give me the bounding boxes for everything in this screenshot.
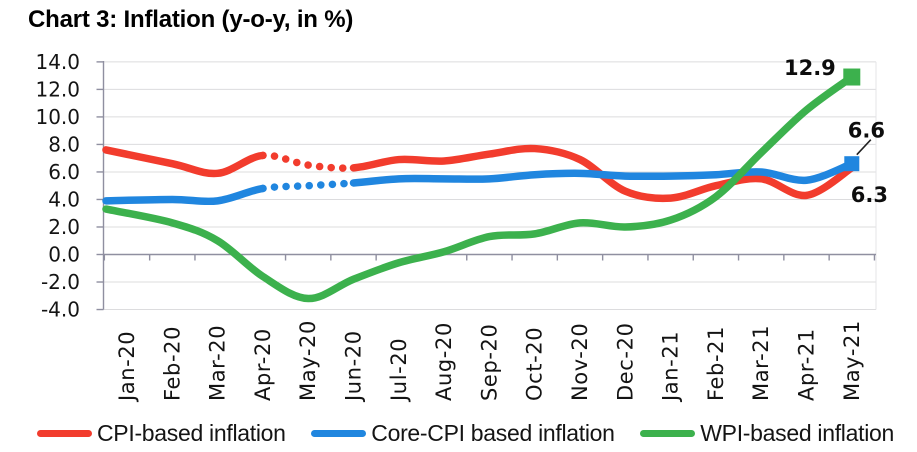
series-line-1-solid-b <box>349 159 856 187</box>
x-axis-label: Oct-20 <box>523 327 547 401</box>
x-axis-label: Jul-20 <box>387 338 411 403</box>
y-axis-label: -4.0 <box>41 298 80 322</box>
legend-label-wpi: WPI-based inflation <box>700 419 894 446</box>
y-axis-label: 6.0 <box>48 160 80 184</box>
chart-legend: CPI-based inflation Core-CPI based infla… <box>37 417 894 449</box>
x-axis-label: Apr-21 <box>795 328 819 401</box>
legend-item-core-cpi: Core-CPI based inflation <box>311 419 615 447</box>
x-axis-label: Sep-20 <box>477 324 501 401</box>
y-axis-label: 4.0 <box>48 187 80 211</box>
chart-title: Chart 3: Inflation (y-o-y, in %) <box>28 6 354 33</box>
series-line-1-dotted <box>259 179 358 193</box>
series-line-0-solid-a <box>102 146 267 178</box>
x-axis-label: Apr-20 <box>251 328 275 401</box>
y-axis-label: 12.0 <box>35 77 80 101</box>
x-axis-label: Jan-20 <box>115 331 139 403</box>
x-axis-label: Jan-21 <box>659 331 683 403</box>
series-line-0-dotted <box>259 151 358 172</box>
x-axis-label: Nov-20 <box>568 323 592 401</box>
x-axis-label: May-21 <box>840 320 864 401</box>
legend-label-cpi: CPI-based inflation <box>97 419 286 446</box>
x-axis-label: Dec-20 <box>613 322 637 401</box>
legend-label-core-cpi: Core-CPI based inflation <box>371 419 615 446</box>
y-axis-label: 14.0 <box>35 50 80 74</box>
label-leader-line <box>856 139 872 156</box>
y-axis-label: -2.0 <box>41 270 80 294</box>
legend-item-cpi: CPI-based inflation <box>37 420 286 447</box>
end-marker-square-1 <box>844 156 860 172</box>
y-axis-label: 2.0 <box>48 215 80 239</box>
end-value-label-1: 6.6 <box>848 119 885 143</box>
legend-item-wpi: WPI-based inflation <box>640 420 894 447</box>
x-axis-label: Feb-20 <box>160 326 184 401</box>
end-value-label-0: 6.3 <box>851 183 888 207</box>
y-axis-label: 8.0 <box>48 132 80 156</box>
legend-swatch-core-cpi-icon <box>311 429 367 437</box>
x-axis-label: May-20 <box>296 320 320 401</box>
legend-swatch-cpi-icon <box>37 429 92 437</box>
y-axis-label: 0.0 <box>48 243 80 267</box>
x-axis-label: Mar-20 <box>206 325 230 401</box>
y-axis-label: 10.0 <box>35 105 80 129</box>
inflation-line-chart: 14.0 12.0 10.0 8.0 6.0 4.0 2.0 0.0 -2.0 -4.0 Jan-2… <box>35 50 888 403</box>
end-value-label-2: 12.9 <box>784 56 836 80</box>
x-axis-label: Feb-21 <box>704 326 728 401</box>
legend-swatch-wpi-icon <box>640 429 696 437</box>
x-axis-label: Mar-21 <box>749 325 773 401</box>
end-marker-square-2 <box>843 68 861 86</box>
series-line-1-solid-a <box>102 184 267 206</box>
series-line-2 <box>102 73 856 303</box>
x-axis-label: Aug-20 <box>432 322 456 401</box>
x-axis-label: Jun-20 <box>342 330 366 403</box>
